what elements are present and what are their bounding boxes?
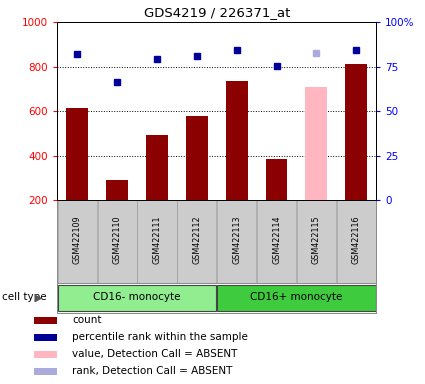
Text: GSM422114: GSM422114 <box>272 216 281 264</box>
FancyBboxPatch shape <box>34 316 57 324</box>
Text: GSM422113: GSM422113 <box>232 216 241 264</box>
Text: value, Detection Call = ABSENT: value, Detection Call = ABSENT <box>72 349 238 359</box>
Bar <box>266 159 287 200</box>
FancyBboxPatch shape <box>217 200 256 283</box>
Bar <box>186 116 208 200</box>
FancyBboxPatch shape <box>58 285 216 311</box>
FancyBboxPatch shape <box>98 200 137 283</box>
Text: CD16+ monocyte: CD16+ monocyte <box>250 292 343 302</box>
FancyBboxPatch shape <box>34 367 57 375</box>
Bar <box>146 135 168 200</box>
FancyBboxPatch shape <box>58 200 97 283</box>
FancyBboxPatch shape <box>297 200 336 283</box>
Bar <box>226 81 248 200</box>
Bar <box>345 64 367 200</box>
Text: CD16- monocyte: CD16- monocyte <box>94 292 181 302</box>
Text: rank, Detection Call = ABSENT: rank, Detection Call = ABSENT <box>72 366 232 376</box>
Text: GSM422110: GSM422110 <box>113 216 122 264</box>
Text: count: count <box>72 315 102 325</box>
Text: cell type: cell type <box>2 292 50 302</box>
Bar <box>66 108 88 200</box>
FancyBboxPatch shape <box>257 200 296 283</box>
Title: GDS4219 / 226371_at: GDS4219 / 226371_at <box>144 6 290 19</box>
Text: GSM422116: GSM422116 <box>352 216 361 264</box>
Text: GSM422112: GSM422112 <box>193 216 201 265</box>
Text: ▶: ▶ <box>35 292 43 302</box>
FancyBboxPatch shape <box>34 351 57 358</box>
FancyBboxPatch shape <box>137 200 176 283</box>
Bar <box>106 180 128 200</box>
Bar <box>306 87 327 200</box>
Text: GSM422111: GSM422111 <box>153 216 162 264</box>
FancyBboxPatch shape <box>337 200 376 283</box>
FancyBboxPatch shape <box>177 200 216 283</box>
FancyBboxPatch shape <box>217 285 376 311</box>
FancyBboxPatch shape <box>34 334 57 341</box>
Text: GSM422115: GSM422115 <box>312 216 321 265</box>
Text: percentile rank within the sample: percentile rank within the sample <box>72 332 248 342</box>
Text: GSM422109: GSM422109 <box>73 216 82 265</box>
